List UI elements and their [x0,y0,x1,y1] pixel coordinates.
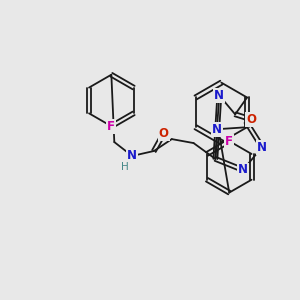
Text: N: N [214,89,224,102]
Text: O: O [159,127,169,140]
Text: N: N [212,123,222,136]
Text: H: H [121,162,129,172]
Text: F: F [225,135,233,148]
Text: N: N [238,164,248,176]
Text: O: O [246,113,256,126]
Text: N: N [257,141,267,154]
Text: F: F [107,120,115,133]
Text: N: N [127,149,137,162]
